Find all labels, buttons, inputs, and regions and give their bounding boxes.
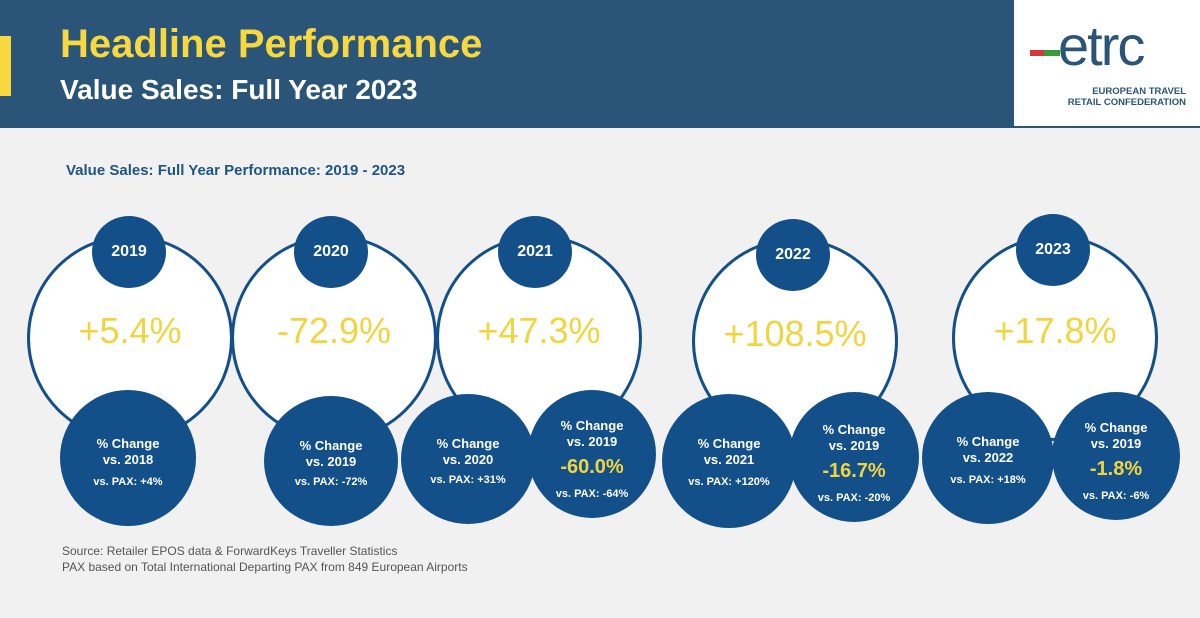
value-2021: +47.3%	[477, 310, 601, 351]
pax-change: vs. PAX: +31%	[430, 474, 506, 486]
change-circle-2023-vs2019: % Change vs. 2019 -1.8% vs. PAX: -6%	[1052, 392, 1180, 520]
value-2022: +108.5%	[723, 313, 867, 354]
header-banner: Headline Performance Value Sales: Full Y…	[0, 0, 1200, 128]
section-title: Value Sales: Full Year Performance: 2019…	[66, 162, 406, 179]
change-basis: vs. 2021	[703, 452, 755, 467]
change-circle-2022-prev: % Change vs. 2021 vs. PAX: +120%	[662, 394, 796, 528]
change-label: % Change	[96, 436, 160, 451]
pax-change: vs. PAX: -20%	[817, 492, 891, 504]
logo-wordmark: etrc	[1058, 14, 1145, 77]
change-basis: vs. 2019	[305, 454, 357, 469]
logo-dash-red	[1030, 50, 1050, 56]
year-badge-2023: 2023	[1016, 214, 1090, 286]
source-line2: PAX based on Total International Departi…	[62, 560, 468, 574]
pax-change: vs. PAX: +4%	[93, 476, 163, 488]
change-label: % Change	[560, 418, 624, 433]
change-circle-2023-prev: % Change vs. 2022 vs. PAX: +18%	[922, 392, 1054, 524]
change-basis: vs. 2019	[566, 434, 618, 449]
value-2020: -72.9%	[276, 310, 392, 351]
change-label: % Change	[697, 436, 761, 451]
logo-tagline: EUROPEAN TRAVEL RETAIL CONFEDERATION	[1068, 86, 1186, 108]
source-note: Source: Retailer EPOS data & ForwardKeys…	[62, 543, 468, 575]
page-subtitle: Value Sales: Full Year 2023	[60, 74, 418, 105]
change-label: % Change	[956, 434, 1020, 449]
etrc-logo: etrc EUROPEAN TRAVEL RETAIL CONFEDERATIO…	[1014, 0, 1200, 126]
value-2019: +5.4%	[78, 310, 182, 351]
change-label: % Change	[822, 422, 886, 437]
change-label: % Change	[299, 438, 363, 453]
change-basis: vs. 2019	[828, 438, 880, 453]
value-2023: +17.8%	[993, 310, 1117, 351]
change-percent: -60.0%	[560, 456, 624, 478]
logo-tagline-line2: RETAIL CONFEDERATION	[1067, 97, 1186, 108]
logo-tagline-line1: EUROPEAN TRAVEL	[1092, 86, 1186, 97]
change-basis: vs. 2020	[442, 452, 494, 467]
source-line1: Source: Retailer EPOS data & ForwardKeys…	[62, 544, 398, 558]
change-basis: vs. 2022	[962, 450, 1014, 465]
change-percent: -16.7%	[822, 460, 886, 482]
change-circle-2021-vs2019: % Change vs. 2019 -60.0% vs. PAX: -64%	[528, 390, 656, 518]
year-badge-2020: 2020	[294, 216, 368, 288]
page-title: Headline Performance	[60, 22, 483, 66]
pax-change: vs. PAX: -6%	[1082, 490, 1150, 502]
pax-change: vs. PAX: +18%	[950, 474, 1026, 486]
year-badge-2021: 2021	[498, 216, 572, 288]
year-badge-2019: 2019	[92, 216, 166, 288]
year-badge-2022: 2022	[756, 219, 830, 291]
change-basis: vs. 2019	[1090, 436, 1142, 451]
accent-bar	[0, 36, 11, 96]
change-circle-2019: % Change vs. 2018 vs. PAX: +4%	[60, 390, 196, 526]
change-percent: -1.8%	[1089, 458, 1143, 480]
change-label: % Change	[1084, 420, 1148, 435]
change-circle-2022-vs2019: % Change vs. 2019 -16.7% vs. PAX: -20%	[789, 392, 919, 522]
change-basis: vs. 2018	[102, 452, 154, 467]
pax-change: vs. PAX: -72%	[294, 476, 368, 488]
logo-dash-green	[1044, 50, 1060, 56]
pax-change: vs. PAX: -64%	[555, 488, 629, 500]
change-circle-2020: % Change vs. 2019 vs. PAX: -72%	[264, 396, 398, 526]
change-label: % Change	[436, 436, 500, 451]
change-circle-2021-prev: % Change vs. 2020 vs. PAX: +31%	[401, 394, 535, 524]
pax-change: vs. PAX: +120%	[688, 476, 770, 488]
